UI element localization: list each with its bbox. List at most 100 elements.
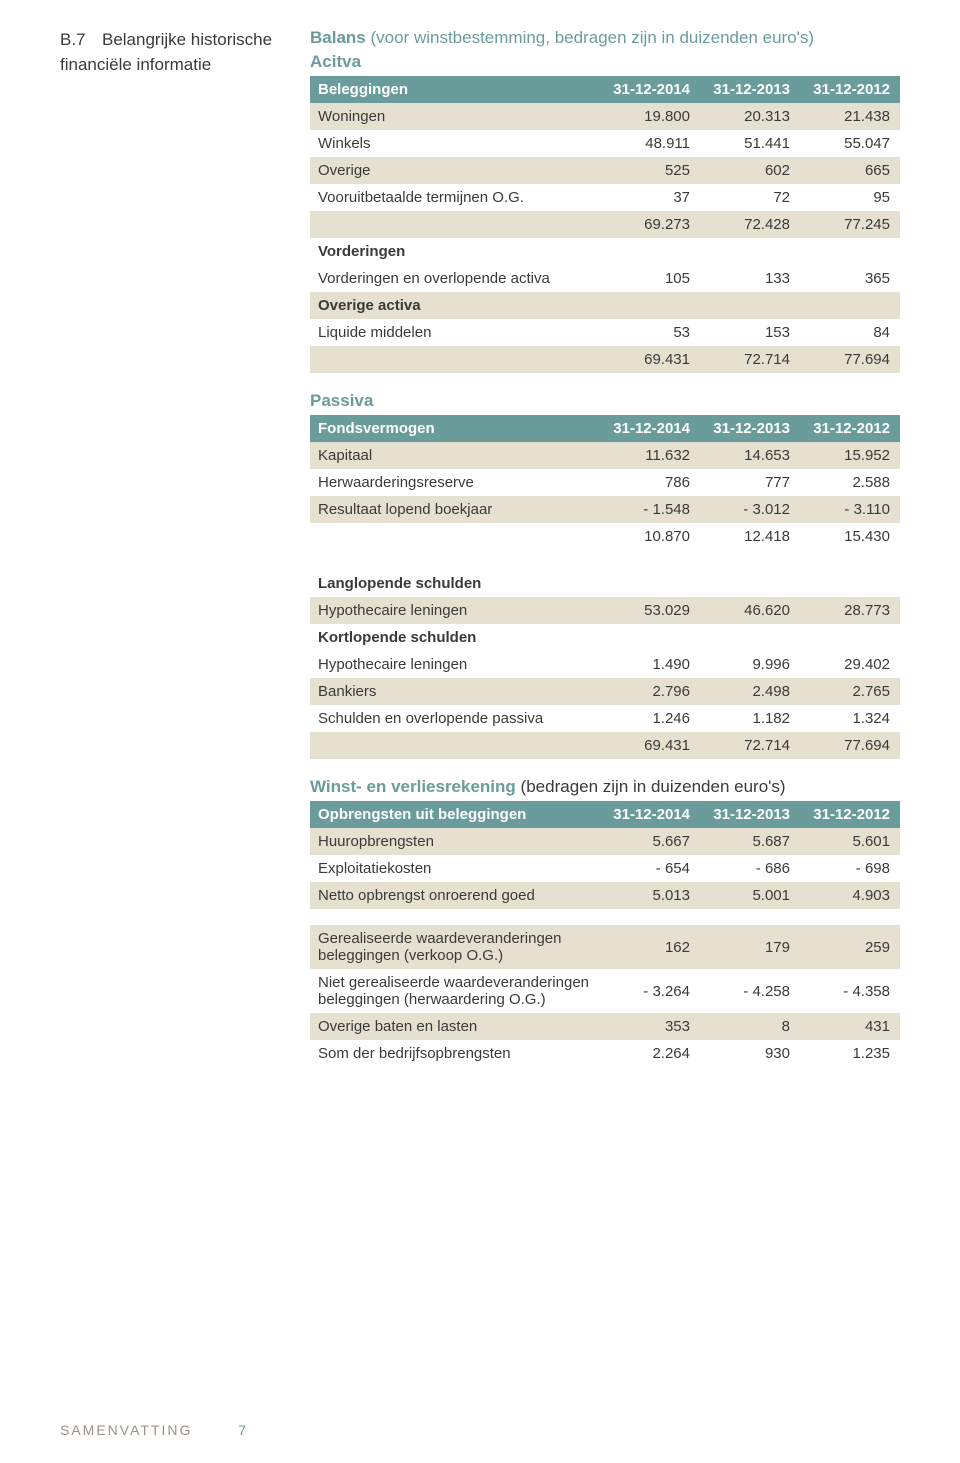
table-cell-value bbox=[700, 292, 800, 319]
table-cell-value: 10.870 bbox=[600, 523, 700, 550]
top-row: B.7 Belangrijke historische financiële i… bbox=[60, 28, 900, 1067]
table-cell-value: 15.952 bbox=[800, 442, 900, 469]
table-row: Overige baten en lasten3538431 bbox=[310, 1013, 900, 1040]
table-cell-value bbox=[700, 624, 800, 651]
table-row: Vorderingen en overlopende activa1051333… bbox=[310, 265, 900, 292]
table-cell-label bbox=[310, 346, 600, 373]
table-cell-label: Overige bbox=[310, 157, 600, 184]
table-cell-value: - 698 bbox=[800, 855, 900, 882]
table-cell-value: 1.235 bbox=[800, 1040, 900, 1067]
table-cell-label: Kapitaal bbox=[310, 442, 600, 469]
table-cell-value: 8 bbox=[700, 1013, 800, 1040]
table-header-cell: 31-12-2014 bbox=[600, 76, 700, 103]
table-cell-value: - 3.264 bbox=[600, 969, 700, 1013]
page-footer: SAMENVATTING 7 bbox=[60, 1422, 246, 1438]
table-row: Liquide middelen5315384 bbox=[310, 319, 900, 346]
footer-text: SAMENVATTING bbox=[60, 1422, 192, 1438]
table-header-cell: 31-12-2013 bbox=[700, 415, 800, 442]
table-row: Overige activa bbox=[310, 292, 900, 319]
table-cell-label: Bankiers bbox=[310, 678, 600, 705]
table-cell-label bbox=[310, 211, 600, 238]
table-header-cell: 31-12-2014 bbox=[600, 801, 700, 828]
table-cell-value: 4.903 bbox=[800, 882, 900, 909]
table-row: Hypothecaire leningen1.4909.99629.402 bbox=[310, 651, 900, 678]
table-row: Hypothecaire leningen53.02946.62028.773 bbox=[310, 597, 900, 624]
table-header-cell: 31-12-2012 bbox=[800, 76, 900, 103]
balans-title-note: (voor winstbestemming, bedragen zijn in … bbox=[370, 28, 814, 47]
table-cell-value bbox=[800, 570, 900, 597]
table-cell-value: - 4.258 bbox=[700, 969, 800, 1013]
table-cell-value: 665 bbox=[800, 157, 900, 184]
table-row: Kapitaal11.63214.65315.952 bbox=[310, 442, 900, 469]
page: B.7 Belangrijke historische financiële i… bbox=[0, 0, 960, 1463]
table-cell-value: 2.796 bbox=[600, 678, 700, 705]
table-cell-value: 2.765 bbox=[800, 678, 900, 705]
table-cell-value: 69.431 bbox=[600, 346, 700, 373]
table-header-cell: 31-12-2012 bbox=[800, 801, 900, 828]
table-cell-label: Som der bedrijfsopbrengsten bbox=[310, 1040, 600, 1067]
table-row: Langlopende schulden bbox=[310, 570, 900, 597]
table-cell-value bbox=[700, 570, 800, 597]
left-column: B.7 Belangrijke historische financiële i… bbox=[60, 28, 310, 77]
table-cell-value: 20.313 bbox=[700, 103, 800, 130]
table-cell-label: Langlopende schulden bbox=[310, 570, 600, 597]
table-cell-label: Liquide middelen bbox=[310, 319, 600, 346]
winst-title-note: (bedragen zijn in duizenden euro's) bbox=[521, 777, 786, 796]
table-cell-label: Exploitatiekosten bbox=[310, 855, 600, 882]
table-row: Gerealiseerde waardeveranderingen belegg… bbox=[310, 925, 900, 969]
table-cell-value: 602 bbox=[700, 157, 800, 184]
table-cell-value: 72.428 bbox=[700, 211, 800, 238]
table-cell-value: 930 bbox=[700, 1040, 800, 1067]
table-cell-value: 1.490 bbox=[600, 651, 700, 678]
table-row: Huuropbrengsten5.6675.6875.601 bbox=[310, 828, 900, 855]
table-cell-value: 105 bbox=[600, 265, 700, 292]
table-cell-value: 133 bbox=[700, 265, 800, 292]
table-cell-value: 84 bbox=[800, 319, 900, 346]
table-cell-value: 9.996 bbox=[700, 651, 800, 678]
table-cell-value: 15.430 bbox=[800, 523, 900, 550]
table-cell-value: 2.498 bbox=[700, 678, 800, 705]
table-cell-value bbox=[800, 624, 900, 651]
table-cell-value bbox=[800, 292, 900, 319]
table-cell-value: 48.911 bbox=[600, 130, 700, 157]
table-cell-value: 69.273 bbox=[600, 211, 700, 238]
table-row: Vooruitbetaalde termijnen O.G.377295 bbox=[310, 184, 900, 211]
table-row: Exploitatiekosten- 654- 686- 698 bbox=[310, 855, 900, 882]
table-cell-label: Resultaat lopend boekjaar bbox=[310, 496, 600, 523]
section-label-line2: financiële informatie bbox=[60, 55, 211, 74]
table-cell-value: 19.800 bbox=[600, 103, 700, 130]
balans-title: Balans (voor winstbestemming, bedragen z… bbox=[310, 28, 900, 48]
right-column: Balans (voor winstbestemming, bedragen z… bbox=[310, 28, 900, 1067]
table-cell-value bbox=[600, 624, 700, 651]
table-cell-value: 29.402 bbox=[800, 651, 900, 678]
table-cell-value: 11.632 bbox=[600, 442, 700, 469]
table-cell-value: 46.620 bbox=[700, 597, 800, 624]
table-header-cell: 31-12-2014 bbox=[600, 415, 700, 442]
table-cell-label: Winkels bbox=[310, 130, 600, 157]
section-label-line1: Belangrijke historische bbox=[102, 30, 272, 49]
table-cell-value: 1.182 bbox=[700, 705, 800, 732]
table-cell-value: 51.441 bbox=[700, 130, 800, 157]
table-cell-label: Overige activa bbox=[310, 292, 600, 319]
section-number: B.7 bbox=[60, 30, 86, 50]
table-cell-label: Huuropbrengsten bbox=[310, 828, 600, 855]
table-cell-value: 53.029 bbox=[600, 597, 700, 624]
table-cell-value: 153 bbox=[700, 319, 800, 346]
table-row: Vorderingen bbox=[310, 238, 900, 265]
table-row: Woningen19.80020.31321.438 bbox=[310, 103, 900, 130]
table-cell-value: 53 bbox=[600, 319, 700, 346]
table-cell-value bbox=[700, 238, 800, 265]
table-cell-value: - 4.358 bbox=[800, 969, 900, 1013]
table-cell-value: 14.653 bbox=[700, 442, 800, 469]
winst-title: Winst- en verliesrekening (bedragen zijn… bbox=[310, 777, 900, 797]
table-cell-value: 777 bbox=[700, 469, 800, 496]
table-cell-label: Hypothecaire leningen bbox=[310, 597, 600, 624]
table-header-cell: 31-12-2013 bbox=[700, 76, 800, 103]
table-cell-value: 21.438 bbox=[800, 103, 900, 130]
table-header-cell: Fondsvermogen bbox=[310, 415, 600, 442]
table-row: Schulden en overlopende passiva1.2461.18… bbox=[310, 705, 900, 732]
table-cell-value: 77.694 bbox=[800, 346, 900, 373]
table-cell-label: Hypothecaire leningen bbox=[310, 651, 600, 678]
table-cell-value: - 1.548 bbox=[600, 496, 700, 523]
section-label: Belangrijke historische financiële infor… bbox=[60, 30, 272, 74]
